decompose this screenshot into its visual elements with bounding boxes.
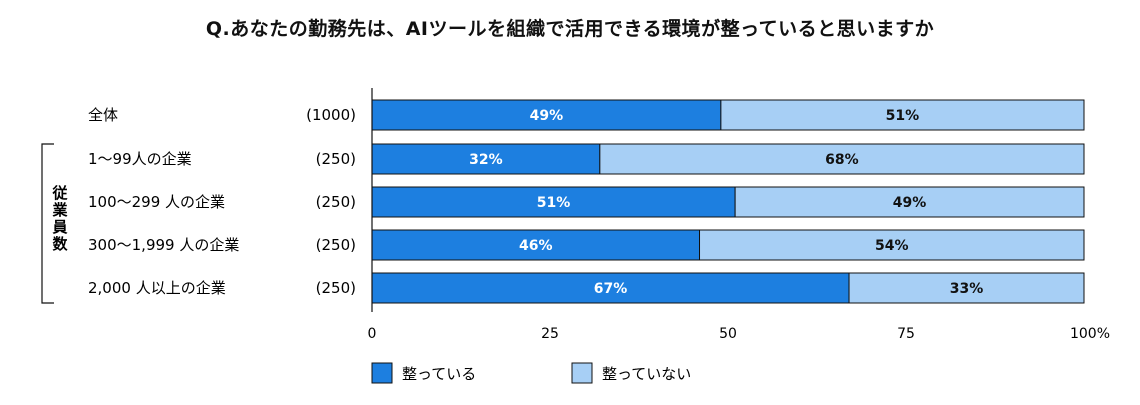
data-label: 49% — [893, 195, 927, 211]
x-tick-label: 50 — [719, 326, 737, 342]
chart-bars: 49% 51% 32% 68% 51% 49% 46% 54% 67% 33% — [371, 99, 1085, 304]
sample-size-label: (250) — [316, 236, 356, 254]
bar-segment-not-ready — [720, 99, 1085, 131]
x-tick-label: 100% — [1070, 326, 1110, 342]
data-label: 51% — [537, 195, 571, 211]
sample-size-label: (250) — [316, 193, 356, 211]
chart-title: Q.あなたの勤務先は、AIツールを組織で活用できる環境が整っていると思いますか — [205, 18, 935, 40]
data-label: 49% — [530, 108, 564, 124]
data-label: 67% — [594, 281, 628, 297]
legend-swatch — [371, 362, 393, 384]
group-label-char: 従 — [51, 184, 68, 202]
bar-segment-not-ready — [699, 229, 1085, 261]
x-tick-label: 25 — [541, 326, 559, 342]
legend-label: 整っていない — [602, 365, 691, 383]
x-axis: 0 25 50 75 100% — [368, 88, 1110, 342]
bar-segment-not-ready — [734, 186, 1085, 218]
group-bracket-line — [41, 143, 54, 304]
bar-segment-not-ready — [848, 272, 1085, 304]
category-label: 全体 — [88, 106, 118, 124]
legend-label: 整っている — [402, 365, 476, 383]
bar-segment-not-ready — [599, 143, 1085, 175]
category-label: 100〜299 人の企業 — [88, 193, 225, 211]
x-tick-label: 75 — [897, 326, 915, 342]
data-label: 54% — [875, 238, 909, 254]
data-label: 46% — [519, 238, 553, 254]
bar-segment-ready — [371, 186, 736, 218]
chart-rows: 全体 (1000) 1〜99人の企業 (250) 100〜299 人の企業 (250) 30… — [88, 106, 356, 297]
data-label: 33% — [950, 281, 984, 297]
category-label: 300〜1,999 人の企業 — [88, 236, 239, 254]
bar-segment-ready — [371, 229, 701, 261]
sample-size-label: (250) — [316, 150, 356, 168]
x-tick-label: 0 — [368, 326, 377, 342]
legend-swatch — [571, 362, 593, 384]
data-label: 68% — [825, 152, 859, 168]
group-label-char: 業 — [51, 201, 68, 219]
sample-size-label: (1000) — [306, 106, 356, 124]
data-label: 32% — [469, 152, 503, 168]
category-label: 1〜99人の企業 — [88, 150, 192, 168]
data-label: 51% — [886, 108, 920, 124]
category-label: 2,000 人以上の企業 — [88, 279, 226, 297]
group-label-char: 数 — [52, 235, 68, 253]
bar-segment-ready — [371, 272, 850, 304]
sample-size-label: (250) — [316, 279, 356, 297]
group-label-char: 員 — [51, 218, 67, 236]
legend: 整っている 整っていない — [371, 362, 691, 384]
